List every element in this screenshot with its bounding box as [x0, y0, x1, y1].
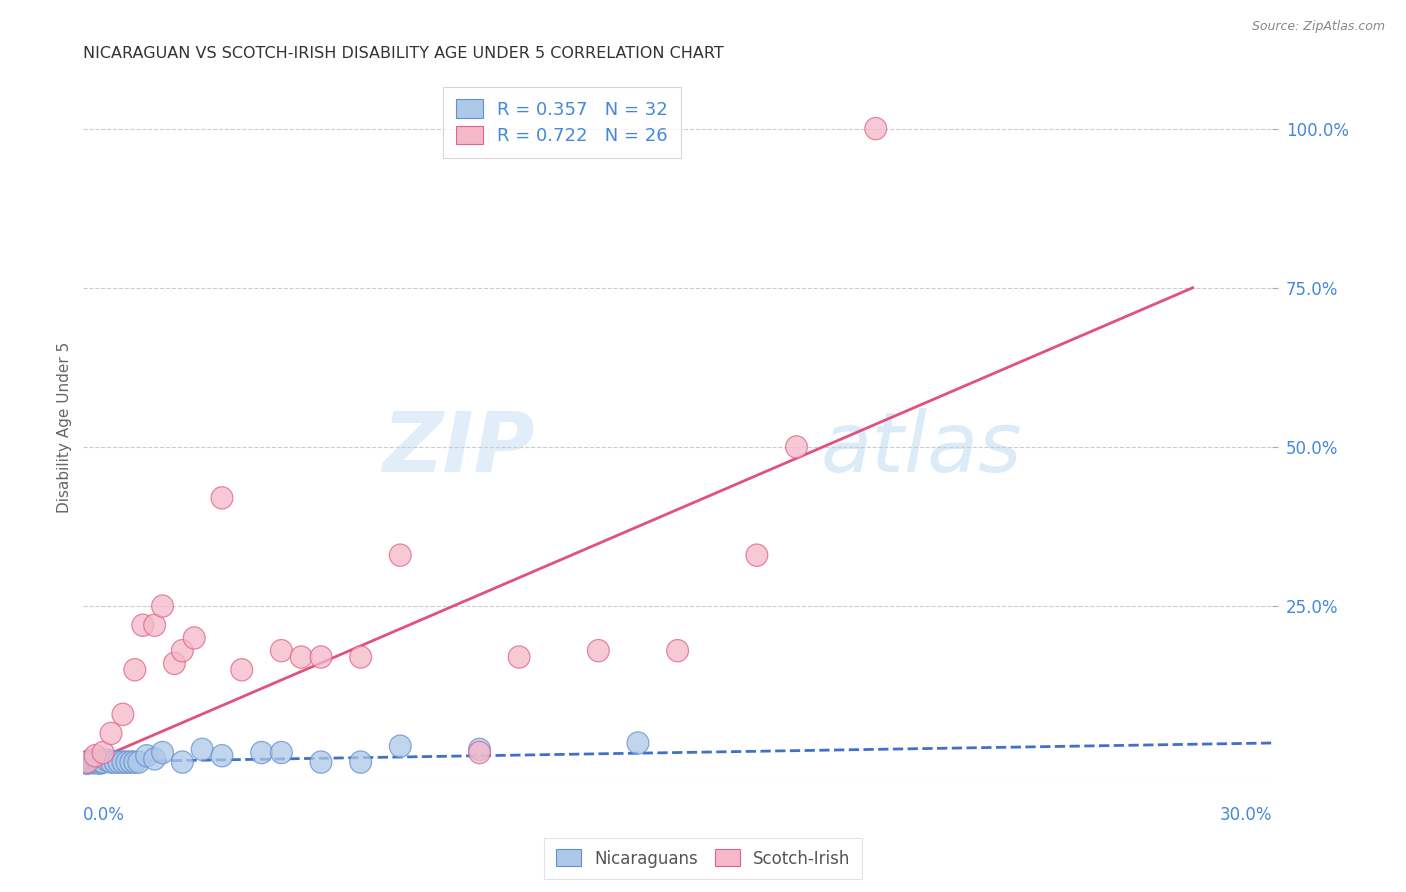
- Ellipse shape: [468, 741, 491, 764]
- Ellipse shape: [75, 751, 96, 773]
- Ellipse shape: [211, 487, 233, 509]
- Ellipse shape: [76, 752, 98, 774]
- Ellipse shape: [112, 703, 134, 725]
- Ellipse shape: [93, 741, 114, 764]
- Ellipse shape: [79, 751, 100, 773]
- Text: 30.0%: 30.0%: [1219, 806, 1272, 824]
- Ellipse shape: [865, 118, 887, 140]
- Ellipse shape: [311, 751, 332, 773]
- Ellipse shape: [250, 741, 273, 764]
- Legend: Nicaraguans, Scotch-Irish: Nicaraguans, Scotch-Irish: [544, 838, 862, 880]
- Y-axis label: Disability Age Under 5: Disability Age Under 5: [58, 343, 72, 514]
- Ellipse shape: [172, 640, 193, 662]
- Ellipse shape: [100, 751, 122, 773]
- Ellipse shape: [389, 544, 411, 566]
- Ellipse shape: [183, 627, 205, 649]
- Ellipse shape: [143, 614, 166, 636]
- Ellipse shape: [84, 745, 105, 767]
- Ellipse shape: [350, 646, 371, 668]
- Ellipse shape: [508, 646, 530, 668]
- Ellipse shape: [163, 652, 186, 674]
- Ellipse shape: [108, 751, 129, 773]
- Ellipse shape: [80, 749, 103, 772]
- Ellipse shape: [96, 749, 118, 772]
- Ellipse shape: [136, 745, 157, 767]
- Ellipse shape: [350, 751, 371, 773]
- Ellipse shape: [89, 752, 110, 774]
- Ellipse shape: [128, 751, 149, 773]
- Ellipse shape: [311, 646, 332, 668]
- Ellipse shape: [389, 735, 411, 757]
- Ellipse shape: [124, 658, 146, 681]
- Ellipse shape: [786, 436, 807, 458]
- Ellipse shape: [627, 731, 650, 754]
- Text: ZIP: ZIP: [382, 409, 534, 490]
- Ellipse shape: [191, 739, 214, 761]
- Ellipse shape: [120, 751, 142, 773]
- Ellipse shape: [76, 751, 98, 773]
- Text: Source: ZipAtlas.com: Source: ZipAtlas.com: [1251, 20, 1385, 33]
- Ellipse shape: [588, 640, 609, 662]
- Text: 0.0%: 0.0%: [83, 806, 125, 824]
- Ellipse shape: [172, 751, 193, 773]
- Legend: R = 0.357   N = 32, R = 0.722   N = 26: R = 0.357 N = 32, R = 0.722 N = 26: [443, 87, 681, 158]
- Ellipse shape: [132, 614, 153, 636]
- Ellipse shape: [152, 741, 173, 764]
- Ellipse shape: [93, 751, 114, 773]
- Ellipse shape: [104, 751, 127, 773]
- Text: atlas: atlas: [820, 409, 1022, 490]
- Ellipse shape: [124, 751, 146, 773]
- Ellipse shape: [290, 646, 312, 668]
- Ellipse shape: [83, 752, 104, 774]
- Ellipse shape: [747, 544, 768, 566]
- Ellipse shape: [666, 640, 689, 662]
- Ellipse shape: [270, 741, 292, 764]
- Ellipse shape: [84, 751, 105, 773]
- Ellipse shape: [468, 739, 491, 761]
- Ellipse shape: [112, 751, 134, 773]
- Ellipse shape: [100, 723, 122, 745]
- Ellipse shape: [90, 751, 112, 773]
- Ellipse shape: [86, 750, 108, 772]
- Ellipse shape: [152, 595, 173, 617]
- Ellipse shape: [211, 745, 233, 767]
- Ellipse shape: [143, 747, 166, 770]
- Ellipse shape: [270, 640, 292, 662]
- Text: NICARAGUAN VS SCOTCH-IRISH DISABILITY AGE UNDER 5 CORRELATION CHART: NICARAGUAN VS SCOTCH-IRISH DISABILITY AG…: [83, 46, 724, 62]
- Ellipse shape: [115, 751, 138, 773]
- Ellipse shape: [231, 658, 253, 681]
